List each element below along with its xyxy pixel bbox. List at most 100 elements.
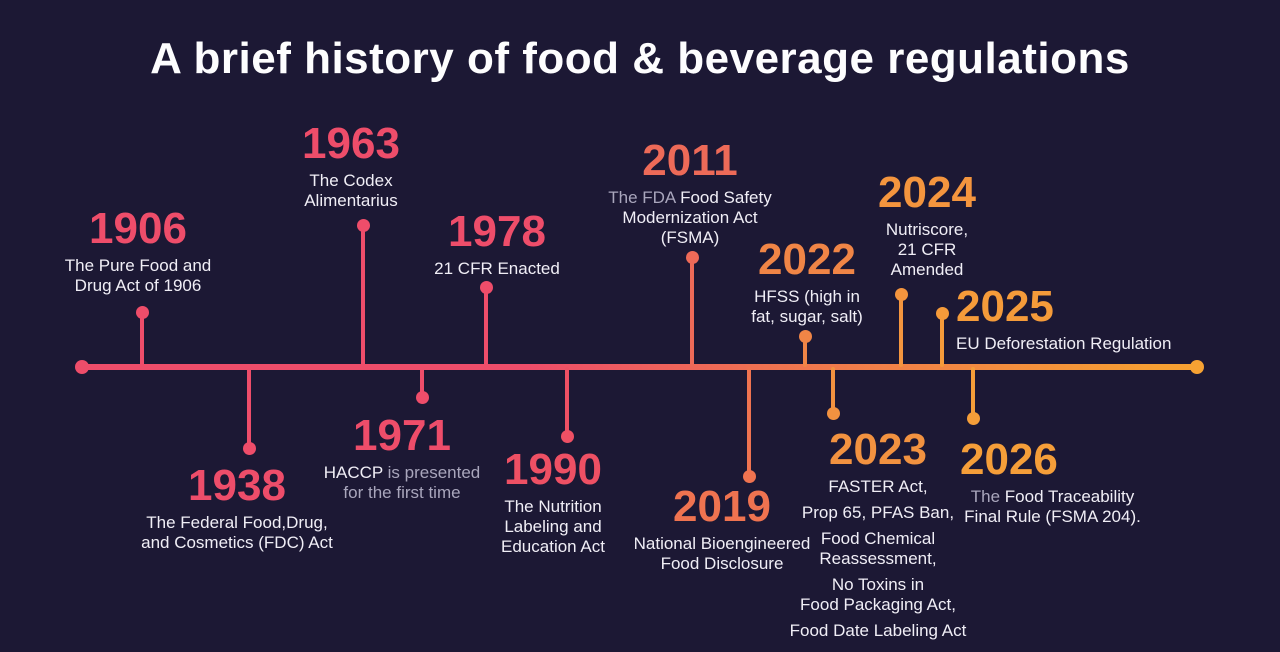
desc-line: Food Date Labeling Act (748, 621, 1008, 641)
desc-text: 21 CFR (897, 240, 957, 259)
event-dot (356, 218, 370, 232)
event-year: 2023 (829, 425, 927, 474)
desc-text: Food Traceability (1004, 487, 1135, 506)
event-label: 1978 21 CFR Enacted (397, 207, 597, 279)
desc-line: FASTER Act, (748, 477, 1008, 497)
event-label: 1990 The Nutrition Labeling and Education A… (453, 445, 653, 557)
desc-line: for the first time (292, 483, 512, 503)
event-year: 1978 (448, 207, 546, 256)
event-description: The Codex Alimentarius (251, 171, 451, 211)
event-year: 2022 (758, 235, 856, 284)
desc-text: HACCP (323, 463, 383, 482)
event-year: 1971 (353, 411, 451, 460)
event-year: 2025 (956, 282, 1054, 331)
event-description: EU Deforestation Regulation (956, 334, 1186, 354)
desc-text: Amended (890, 260, 964, 279)
desc-line: No Toxins in (748, 575, 1008, 595)
desc-text: No Toxins in (831, 575, 925, 594)
event-stem (831, 367, 835, 413)
event-stem (971, 367, 975, 418)
desc-text: National Bioengineered (633, 534, 811, 553)
event-label: 2024 Nutriscore, 21 CFR Amended (827, 168, 1027, 280)
desc-text-dim: for the first time (343, 483, 461, 502)
event-description: The Nutrition Labeling and Education Act (453, 497, 653, 557)
event-label: 2023 FASTER Act, Prop 65, PFAS Ban, Food Ch… (748, 425, 1008, 641)
event-stem (140, 312, 144, 367)
desc-text: Alimentarius (304, 191, 398, 210)
desc-line: fat, sugar, salt) (697, 307, 917, 327)
desc-text-dim: The FDA (608, 188, 681, 207)
event-description: The FDA Food Safety Modernization Act (FSM… (570, 188, 810, 248)
desc-line: Alimentarius (251, 191, 451, 211)
desc-text: The Federal Food,Drug, (146, 513, 328, 532)
event-year: 1906 (89, 204, 187, 253)
desc-text: Drug Act of 1906 (74, 276, 202, 295)
event-dot (935, 306, 949, 320)
desc-text: The Nutrition (504, 497, 602, 516)
event-year: 2024 (878, 168, 976, 217)
event-label: 1906 The Pure Food and Drug Act of 1906 (28, 204, 248, 296)
event-description: National Bioengineered Food Disclosure (592, 534, 852, 574)
desc-line: 21 CFR (827, 240, 1027, 260)
desc-line: HACCP is presented (292, 463, 512, 483)
desc-line: Amended (827, 260, 1027, 280)
event-description: HACCP is presented for the first time (292, 463, 512, 503)
desc-text: Modernization Act (622, 208, 758, 227)
desc-text: EU Deforestation Regulation (956, 334, 1172, 353)
desc-line: Prop 65, PFAS Ban, (748, 503, 1008, 523)
event-year: 1990 (504, 445, 602, 494)
desc-line: and Cosmetics (FDC) Act (117, 533, 357, 553)
timeline-axis (82, 364, 1198, 370)
desc-text: Final Rule (FSMA 204). (964, 507, 1141, 526)
event-stem (803, 336, 807, 367)
desc-text: Food Packaging Act, (800, 595, 956, 614)
desc-text: Prop 65, PFAS Ban, (801, 503, 955, 522)
desc-line: Drug Act of 1906 (28, 276, 248, 296)
desc-text: (FSMA) (660, 228, 720, 247)
desc-text: Labeling and (504, 517, 602, 536)
desc-line: Food Chemical (748, 529, 1008, 549)
desc-text: 21 CFR Enacted (434, 259, 560, 278)
desc-line: National Bioengineered (592, 534, 852, 554)
event-label: 2022 HFSS (high in fat, sugar, salt) (697, 235, 917, 327)
event-stem (690, 257, 694, 367)
desc-line: Food Disclosure (592, 554, 852, 574)
desc-text: Food Disclosure (660, 554, 784, 573)
desc-line: Food Packaging Act, (748, 595, 1008, 615)
event-dot (479, 280, 493, 294)
desc-line: The Nutrition (453, 497, 653, 517)
desc-line: Nutriscore, (827, 220, 1027, 240)
event-year: 2026 (960, 435, 1058, 484)
desc-text: fat, sugar, salt) (751, 307, 863, 326)
event-label: 1971 HACCP is presented for the first time (292, 411, 512, 503)
event-dot (894, 287, 908, 301)
desc-text: FASTER Act, (828, 477, 928, 496)
event-dot (560, 429, 574, 443)
desc-line: The FDA Food Safety (570, 188, 810, 208)
desc-line: The Federal Food,Drug, (117, 513, 357, 533)
desc-line: Labeling and (453, 517, 653, 537)
desc-text: and Cosmetics (FDC) Act (141, 533, 333, 552)
event-stem (747, 367, 751, 476)
event-label: 2025 EU Deforestation Regulation (956, 282, 1186, 354)
desc-text-dim: is presented (382, 463, 481, 482)
desc-text: Nutriscore, (885, 220, 969, 239)
desc-text: Education Act (501, 537, 605, 556)
event-dot (415, 390, 429, 404)
event-dot (798, 329, 812, 343)
event-description: FASTER Act, Prop 65, PFAS Ban, Food Chemic… (748, 477, 1008, 641)
event-stem (565, 367, 569, 436)
event-stem (940, 313, 944, 367)
event-dot (685, 250, 699, 264)
desc-text: HFSS (high in (754, 287, 860, 306)
event-dot (242, 441, 256, 455)
event-dot (742, 469, 756, 483)
desc-text: Food Safety (680, 188, 772, 207)
desc-text-dim: The (970, 487, 1005, 506)
event-label: 1963 The Codex Alimentarius (251, 122, 451, 211)
event-dot (966, 411, 980, 425)
event-description: The Pure Food and Drug Act of 1906 (28, 256, 248, 296)
event-stem (420, 367, 424, 397)
desc-text: Food Chemical (820, 529, 936, 548)
